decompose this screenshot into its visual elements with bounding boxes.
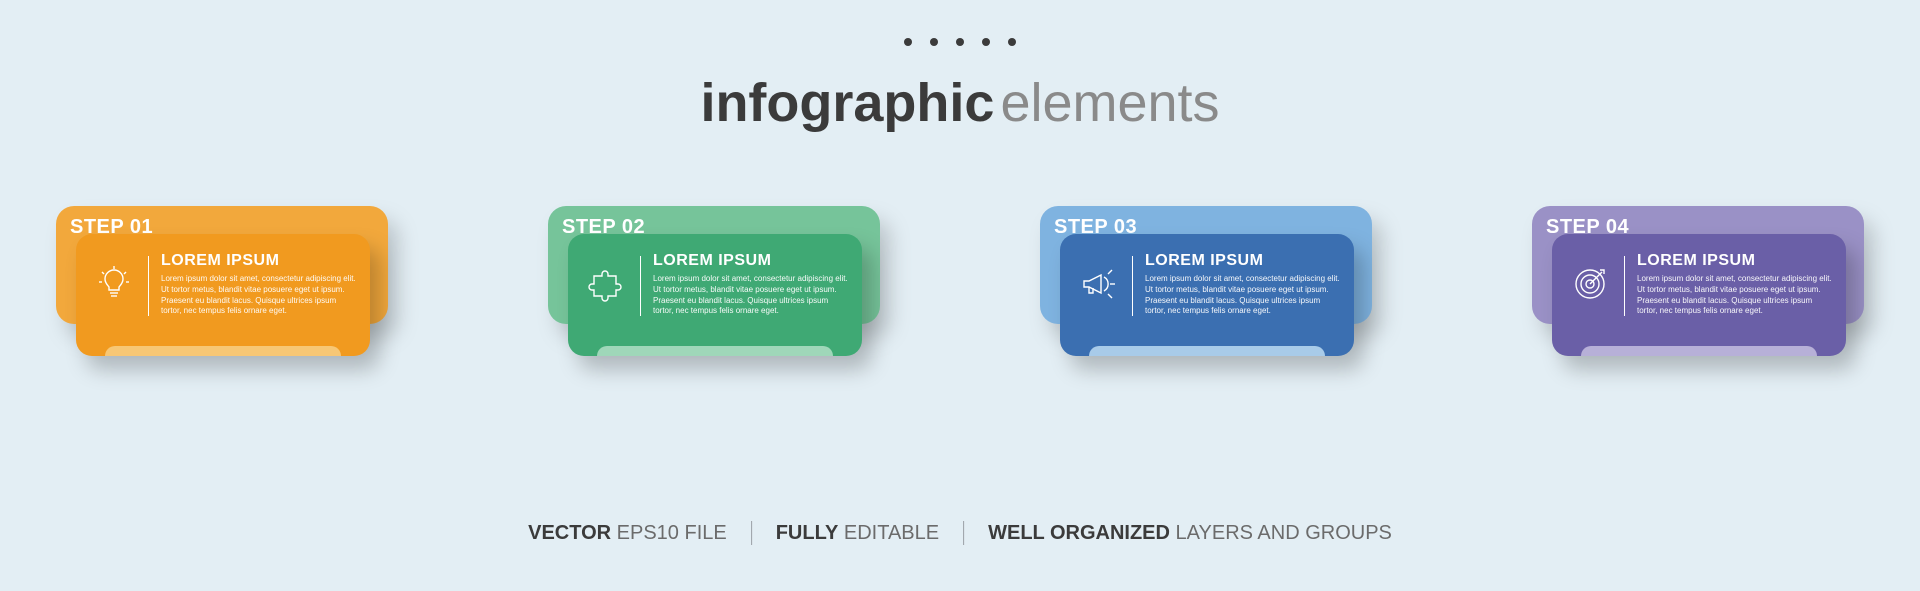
- step-2-title: LOREM IPSUM: [653, 252, 848, 270]
- step-4-front-card: LOREM IPSUM Lorem ipsum dolor sit amet, …: [1552, 234, 1846, 356]
- footer-item-3: WELL ORGANIZED LAYERS AND GROUPS: [988, 522, 1392, 545]
- infographic-canvas: infographicelements STEP 01: [0, 0, 1920, 591]
- footer: VECTOR EPS10 FILE FULLY EDITABLE WELL OR…: [528, 521, 1392, 545]
- step-4-tab: [1581, 346, 1817, 356]
- step-1: STEP 01 LOREM IPSUM: [56, 206, 388, 386]
- decorative-dots: [904, 38, 1016, 46]
- step-2-front-card: LOREM IPSUM Lorem ipsum dolor sit amet, …: [568, 234, 862, 356]
- title-bold: infographic: [700, 73, 994, 133]
- step-2-body: Lorem ipsum dolor sit amet, consectetur …: [653, 274, 848, 317]
- step-1-front-card: LOREM IPSUM Lorem ipsum dolor sit amet, …: [76, 234, 370, 356]
- footer-separator: [751, 521, 752, 545]
- footer-separator: [963, 521, 964, 545]
- divider: [1132, 256, 1133, 316]
- step-4: STEP 04 LOREM IPSUM Lorem ipsum dolor si…: [1532, 206, 1864, 386]
- divider: [148, 256, 149, 316]
- divider: [640, 256, 641, 316]
- step-3-title: LOREM IPSUM: [1145, 252, 1340, 270]
- divider: [1624, 256, 1625, 316]
- step-3-tab: [1089, 346, 1325, 356]
- step-3-front-card: LOREM IPSUM Lorem ipsum dolor sit amet, …: [1060, 234, 1354, 356]
- steps-row: STEP 01 LOREM IPSUM: [56, 206, 1864, 386]
- step-2-tab: [597, 346, 833, 356]
- step-3-body: Lorem ipsum dolor sit amet, consectetur …: [1145, 274, 1340, 317]
- step-1-title: LOREM IPSUM: [161, 252, 356, 270]
- step-1-tab: [105, 346, 341, 356]
- step-1-body: Lorem ipsum dolor sit amet, consectetur …: [161, 274, 356, 317]
- step-3: STEP 03 LOREM IPSUM Lorem ipsum dolor: [1040, 206, 1372, 386]
- step-4-title: LOREM IPSUM: [1637, 252, 1832, 270]
- step-4-body: Lorem ipsum dolor sit amet, consectetur …: [1637, 274, 1832, 317]
- title-light: elements: [1000, 73, 1219, 133]
- step-2: STEP 02 LOREM IPSUM Lorem ipsum dolor si…: [548, 206, 880, 386]
- megaphone-icon: [1074, 260, 1122, 308]
- lightbulb-icon: [90, 260, 138, 308]
- footer-item-2: FULLY EDITABLE: [776, 522, 939, 545]
- footer-item-1: VECTOR EPS10 FILE: [528, 522, 727, 545]
- main-title: infographicelements: [700, 72, 1219, 134]
- puzzle-icon: [582, 260, 630, 308]
- target-icon: [1566, 260, 1614, 308]
